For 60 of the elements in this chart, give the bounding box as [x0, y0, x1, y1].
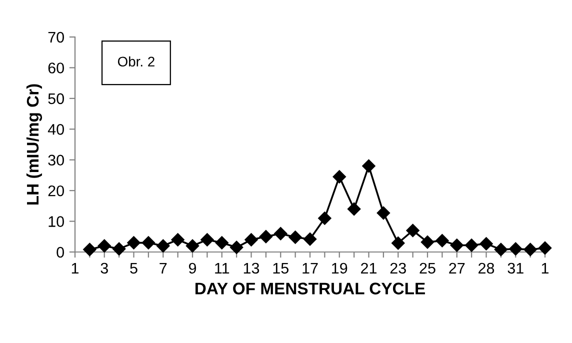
x-tick-label: 27 [449, 262, 465, 274]
x-tick-label: 17 [302, 262, 318, 274]
point [464, 238, 478, 252]
point [230, 240, 244, 254]
x-tick-label: 21 [361, 262, 376, 274]
point [244, 233, 258, 246]
y-tick-label: 50 [48, 93, 64, 104]
point [142, 236, 156, 250]
y-tick-label: 40 [48, 124, 64, 135]
x-axis-title: DAY OF MENSTRUAL CYCLE [196, 282, 425, 294]
point [480, 237, 493, 250]
point [288, 230, 302, 244]
point [509, 242, 522, 256]
point [171, 233, 184, 246]
point [436, 234, 449, 248]
point [332, 170, 346, 184]
point [362, 159, 376, 173]
y-tick-label: 70 [48, 32, 64, 43]
y-tick-label: 30 [48, 154, 64, 166]
x-tick-label: 5 [130, 262, 138, 274]
point [406, 224, 420, 238]
x-tick-label: 3 [100, 262, 108, 274]
x-tick-label: 13 [244, 262, 260, 274]
point [494, 242, 508, 256]
point [524, 242, 537, 256]
point [392, 236, 405, 250]
point [186, 239, 200, 252]
point [450, 238, 464, 252]
y-tick-label: 20 [48, 185, 64, 196]
point [83, 242, 96, 256]
x-tick-label: 23 [390, 262, 406, 274]
point [376, 206, 390, 220]
x-tick-label: 1 [72, 262, 79, 274]
point [259, 230, 273, 244]
point [127, 236, 140, 250]
x-tick-label: 11 [215, 262, 230, 274]
point [156, 239, 170, 252]
x-tick-label: 15 [273, 262, 288, 274]
y-tick-label: 10 [48, 216, 64, 227]
y-tick-label: 0 [56, 246, 64, 258]
x-tick-label: 25 [420, 262, 436, 274]
y-axis-title: LH (mIU/mg Cr) [26, 84, 42, 204]
point [303, 232, 317, 246]
point [538, 241, 552, 255]
y-tick-label: 60 [48, 62, 64, 74]
annotation: Obr. 2 [118, 56, 154, 67]
point [98, 239, 111, 252]
x-tick-label: 7 [160, 262, 167, 274]
point [347, 202, 361, 216]
x-tick-label: 28 [478, 262, 494, 274]
point [318, 212, 332, 225]
point [200, 233, 214, 246]
point [215, 236, 228, 250]
point [420, 236, 434, 249]
x-tick-label: 1 [542, 262, 549, 274]
x-tick-label: 9 [188, 262, 196, 274]
x-tick-label: 31 [508, 262, 524, 274]
point [112, 242, 126, 256]
x-tick-label: 19 [332, 262, 348, 274]
point [274, 226, 288, 240]
